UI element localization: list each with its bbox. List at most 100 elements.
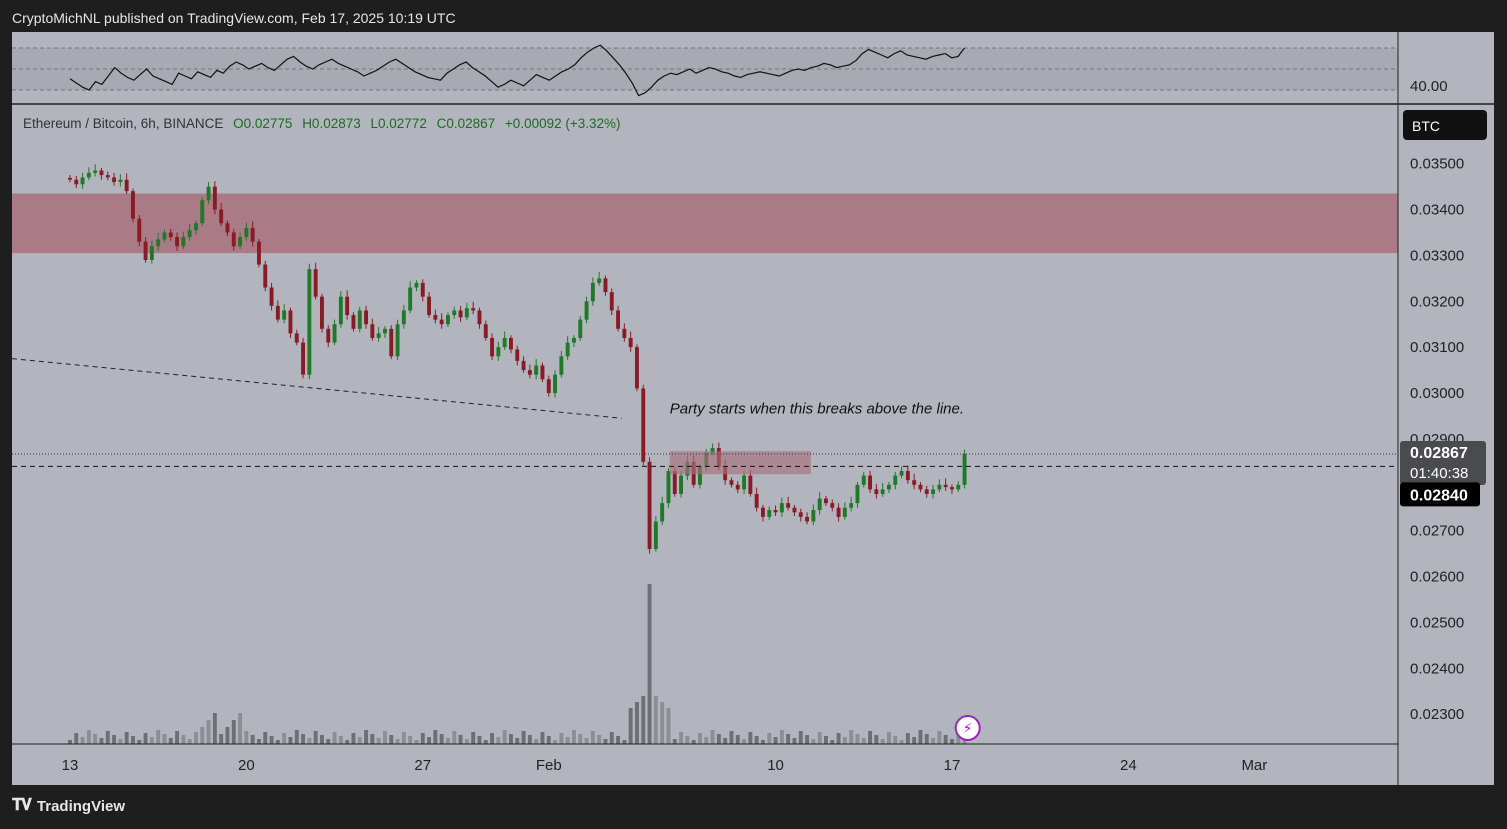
- volume-bar: [748, 732, 753, 744]
- candle-body: [887, 484, 891, 490]
- volume-bar: [263, 732, 268, 744]
- volume-bar: [660, 702, 665, 744]
- legend-open: O0.02775: [233, 116, 293, 131]
- volume-bar: [597, 735, 602, 744]
- candle-body: [861, 475, 866, 485]
- volume-bar: [212, 713, 217, 744]
- candle-body: [578, 319, 583, 338]
- volume-bar: [124, 732, 129, 744]
- last-price-badge: [1400, 441, 1486, 486]
- volume-bar: [118, 739, 123, 744]
- resistance-zone: [12, 193, 1398, 254]
- volume-bar: [194, 732, 198, 744]
- volume-bar: [345, 740, 350, 744]
- candle-body: [427, 296, 432, 316]
- volume-bar: [830, 740, 835, 744]
- candle-body: [836, 507, 841, 517]
- candle-body: [496, 347, 501, 357]
- x-tick-label: Feb: [536, 757, 562, 774]
- candle-body: [868, 475, 873, 490]
- volume-bar: [68, 740, 72, 744]
- volume-bar: [427, 737, 432, 744]
- y-tick-label: 0.02400: [1410, 660, 1464, 677]
- candle-body: [332, 324, 337, 343]
- candle-body: [924, 489, 929, 494]
- x-tick-label: Mar: [1241, 757, 1267, 774]
- candle-body: [628, 337, 633, 348]
- volume-bar: [635, 702, 639, 744]
- volume-bar: [282, 733, 287, 744]
- candle-body: [313, 269, 318, 297]
- chart-frame[interactable]: 40.00 0.03500 0.03400 0.03300 0.03200 0.03100…: [12, 32, 1494, 785]
- candle-body: [817, 498, 822, 511]
- volume-bar: [515, 738, 520, 744]
- candle-body: [597, 278, 602, 283]
- countdown-label: 01:40:38: [1410, 465, 1468, 482]
- candle-body: [131, 191, 135, 219]
- volume-bar: [685, 736, 690, 744]
- volume-bar: [408, 736, 413, 744]
- volume-bar: [433, 730, 438, 744]
- volume-bar: [275, 740, 280, 744]
- volume-bar: [364, 730, 369, 744]
- candle-body: [143, 241, 148, 260]
- y-tick-label: 0.02600: [1410, 569, 1464, 586]
- volume-bar: [149, 737, 154, 744]
- volume-bar: [698, 733, 702, 744]
- candle-body: [660, 503, 665, 522]
- candle-body: [603, 278, 608, 293]
- candle-body: [483, 324, 488, 338]
- legend-symbol: Ethereum / Bitcoin, 6h, BINANCE: [23, 116, 224, 131]
- candle-body: [742, 475, 747, 490]
- candle-body: [338, 296, 343, 325]
- volume-bar: [716, 734, 721, 744]
- volume-bar: [956, 732, 961, 744]
- volume-bar: [200, 727, 205, 744]
- candle-body: [439, 319, 444, 325]
- candle-body: [521, 360, 526, 371]
- volume-bar: [112, 735, 117, 744]
- candle-body: [238, 237, 243, 247]
- candle-body: [956, 484, 961, 490]
- candle-body: [710, 448, 715, 453]
- price-chart-svg[interactable]: 40.00 0.03500 0.03400 0.03300 0.03200 0.03100…: [12, 32, 1494, 785]
- volume-bar: [905, 733, 910, 744]
- volume-bar: [483, 740, 488, 744]
- volume-bar: [238, 713, 243, 744]
- indicator-pane: [12, 44, 1494, 105]
- candle-body: [918, 484, 923, 490]
- candle-body: [679, 475, 684, 494]
- candle-body: [653, 521, 658, 550]
- candle-body: [212, 186, 217, 210]
- volume-bar: [546, 736, 551, 744]
- volume-bar: [672, 739, 677, 744]
- candle-body: [767, 510, 772, 517]
- volume-bar: [679, 732, 684, 744]
- volume-bar: [628, 708, 633, 744]
- candle-body: [584, 301, 589, 320]
- volume-bar: [584, 738, 589, 744]
- candle-body: [647, 461, 652, 550]
- volume-bar: [313, 731, 318, 744]
- candle-body: [572, 337, 576, 343]
- volume-bar: [653, 696, 658, 744]
- candle-body: [345, 296, 350, 316]
- volume-bar: [307, 738, 312, 744]
- volume-bar: [836, 733, 841, 744]
- volume-bar: [534, 739, 539, 744]
- volume-bar: [792, 738, 797, 744]
- publish-caption: CryptoMichNL published on TradingView.co…: [12, 10, 456, 26]
- volume-bar: [565, 737, 570, 744]
- volume-bar: [105, 731, 110, 744]
- volume-bar: [250, 735, 255, 744]
- candle-body: [74, 179, 79, 185]
- volume-bar: [735, 735, 740, 744]
- symbol-legend: Ethereum / Bitcoin, 6h, BINANCE O0.02775…: [23, 116, 621, 131]
- volume-bar: [464, 739, 469, 744]
- tradingview-footer[interactable]: 𝐓𝐕 TradingView: [12, 797, 125, 815]
- candle-body: [729, 480, 734, 485]
- volume-bar: [414, 740, 419, 744]
- y-tick-label: 0.03500: [1410, 156, 1464, 173]
- volume-bar: [924, 734, 929, 744]
- candle-body: [99, 170, 104, 176]
